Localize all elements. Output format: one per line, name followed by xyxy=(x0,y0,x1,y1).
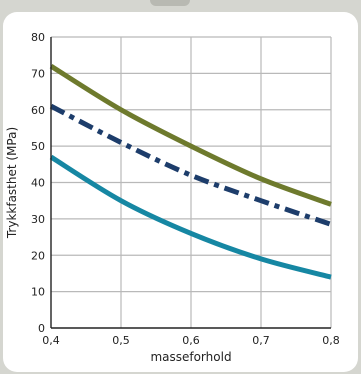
series-group xyxy=(49,63,332,280)
grid xyxy=(51,36,332,328)
x-tick-labels: 0,4 0,5 0,6 0,7 0,8 xyxy=(42,334,340,347)
x-axis-label: masseforhold xyxy=(150,350,231,364)
series-line-1 xyxy=(49,63,332,207)
series-line-3 xyxy=(49,154,332,280)
axes xyxy=(50,37,331,329)
y-tick-label: 30 xyxy=(31,213,45,226)
x-tick-label: 0,6 xyxy=(182,334,200,347)
x-tick-label: 0,8 xyxy=(322,334,340,347)
x-tick-label: 0,5 xyxy=(112,334,130,347)
series-line-2 xyxy=(49,103,332,227)
y-tick-label: 20 xyxy=(31,249,45,262)
y-tick-label: 50 xyxy=(31,140,45,153)
y-axis-label: Trykkfasthet (MPa) xyxy=(5,127,19,239)
y-tick-label: 70 xyxy=(31,67,45,80)
y-tick-label: 80 xyxy=(31,31,45,44)
y-tick-label: 40 xyxy=(31,177,45,190)
y-tick-label: 10 xyxy=(31,286,45,299)
y-tick-labels: 0 10 20 30 40 50 60 70 80 xyxy=(31,31,45,335)
y-tick-label: 0 xyxy=(38,322,45,335)
x-tick-label: 0,4 xyxy=(42,334,60,347)
frame-top-tab xyxy=(150,0,190,6)
x-tick-label: 0,7 xyxy=(252,334,270,347)
y-tick-label: 60 xyxy=(31,104,45,117)
